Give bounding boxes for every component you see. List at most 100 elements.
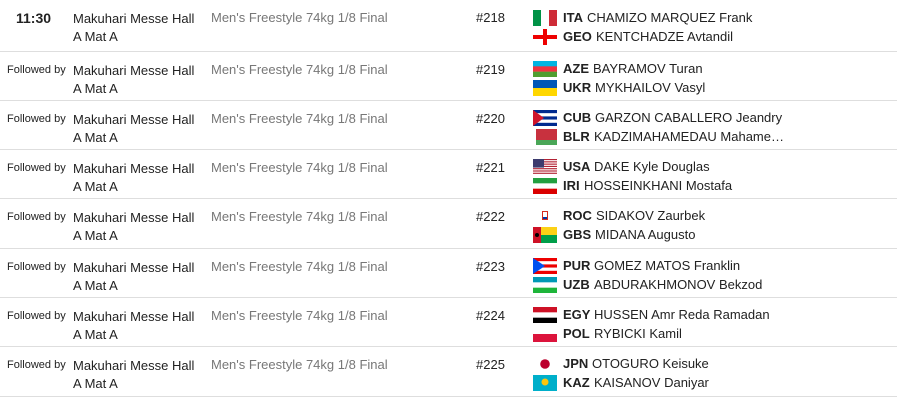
athlete-name: GOMEZ MATOS Franklin [594,258,741,273]
venue-line: A Mat A [73,228,118,243]
country-code: USA [563,159,591,174]
country-code: UZB [563,277,590,292]
venue: Makuhari Messe Hall A Mat A [73,259,194,295]
venue-line: A Mat A [73,278,118,293]
athlete-name: CHAMIZO MARQUEZ Frank [587,10,753,25]
start-time: Followed by [7,64,66,76]
venue-line: A Mat A [73,327,118,342]
athlete-name: GARZON CABALLERO Jeandry [595,110,783,125]
schedule-row: Followed by Makuhari Messe Hall A Mat A Men… [0,150,897,199]
athlete-name: MYKHAILOV Vasyl [595,80,706,95]
event-name: Men's Freestyle 74kg 1/8 Final [211,259,388,274]
venue-line: Makuhari Messe Hall [73,161,195,176]
venue: Makuhari Messe Hall A Mat A [73,357,194,393]
venue: Makuhari Messe Hall A Mat A [73,160,194,196]
schedule-row: 11:30 Makuhari Messe Hall A Mat A Men's Fre… [0,0,897,52]
country-code: IRI [563,178,580,193]
venue-line: Makuhari Messe Hall [73,260,195,275]
country-code: ROC [563,208,592,223]
flag-icon [533,80,557,96]
venue: Makuhari Messe Hall A Mat A [73,62,194,98]
athlete-name: BAYRAMOV Turan [593,61,703,76]
athlete-name: DAKE Kyle Douglas [594,159,710,174]
event-name: Men's Freestyle 74kg 1/8 Final [211,357,388,372]
country-code: BLR [563,129,590,144]
flag-icon [533,258,557,274]
venue-line: Makuhari Messe Hall [73,358,195,373]
event-name: Men's Freestyle 74kg 1/8 Final [211,10,388,25]
flag-icon [533,110,557,126]
event-name: Men's Freestyle 74kg 1/8 Final [211,308,388,323]
venue-line: A Mat A [73,179,118,194]
venue-line: Makuhari Messe Hall [73,112,195,127]
country-code: PUR [563,258,591,273]
event-name: Men's Freestyle 74kg 1/8 Final [211,209,388,224]
athlete-name: RYBICKI Kamil [594,326,682,341]
flag-icon [533,10,557,26]
start-time: Followed by [7,261,66,273]
start-time: Followed by [7,310,66,322]
venue-line: A Mat A [73,29,118,44]
country-code: EGY [563,307,591,322]
flag-icon [533,29,557,45]
athlete-name: KENTCHADZE Avtandil [596,29,734,44]
venue-line: Makuhari Messe Hall [73,210,195,225]
start-time: 11:30 [16,10,52,26]
flag-icon [533,307,557,323]
flag-icon [533,129,557,145]
flag-icon [533,356,557,372]
country-code: GBS [563,227,592,242]
venue-line: A Mat A [73,81,118,96]
country-code: KAZ [563,375,590,390]
venue: Makuhari Messe Hall A Mat A [73,10,194,46]
match-number: #220 [476,111,505,126]
venue-line: Makuhari Messe Hall [73,11,195,26]
athlete-name: KADZIMAHAMEDAU Mahame… [594,129,784,144]
athlete-name: HUSSEN Amr Reda Ramadan [594,307,770,322]
country-code: UKR [563,80,592,95]
start-time: Followed by [7,359,66,371]
flag-icon [533,227,557,243]
match-number: #222 [476,209,505,224]
athlete-name: ABDURAKHMONOV Bekzod [594,277,763,292]
venue-line: A Mat A [73,376,118,391]
schedule-row: Followed by Makuhari Messe Hall A Mat A Men… [0,101,897,150]
athlete-name: KAISANOV Daniyar [594,375,709,390]
event-name: Men's Freestyle 74kg 1/8 Final [211,111,388,126]
match-number: #223 [476,259,505,274]
schedule-row: Followed by Makuhari Messe Hall A Mat A Men… [0,249,897,298]
flag-icon [533,61,557,77]
match-number: #225 [476,357,505,372]
athlete-name: SIDAKOV Zaurbek [596,208,706,223]
match-number: #219 [476,62,505,77]
athlete-name: MIDANA Augusto [595,227,696,242]
flag-icon [533,159,557,175]
country-code: POL [563,326,590,341]
country-code: ITA [563,10,583,25]
country-code: GEO [563,29,592,44]
venue-line: Makuhari Messe Hall [73,63,195,78]
athlete-name: HOSSEINKHANI Mostafa [584,178,733,193]
athlete-name: OTOGURO Keisuke [592,356,709,371]
schedule-row: Followed by Makuhari Messe Hall A Mat A Men… [0,298,897,347]
flag-icon [533,277,557,293]
country-code: JPN [563,356,589,371]
schedule-row: Followed by Makuhari Messe Hall A Mat A Men… [0,52,897,101]
schedule-row: Followed by Makuhari Messe Hall A Mat A Men… [0,199,897,249]
schedule-row: Followed by Makuhari Messe Hall A Mat A Men… [0,347,897,397]
venue-line: Makuhari Messe Hall [73,309,195,324]
match-number: #221 [476,160,505,175]
flag-icon [533,326,557,342]
match-number: #218 [476,10,505,25]
country-code: AZE [563,61,589,76]
start-time: Followed by [7,211,66,223]
start-time: Followed by [7,162,66,174]
start-time: Followed by [7,113,66,125]
flag-icon [533,208,557,224]
match-number: #224 [476,308,505,323]
event-name: Men's Freestyle 74kg 1/8 Final [211,62,388,77]
event-name: Men's Freestyle 74kg 1/8 Final [211,160,388,175]
venue-line: A Mat A [73,130,118,145]
country-code: CUB [563,110,592,125]
